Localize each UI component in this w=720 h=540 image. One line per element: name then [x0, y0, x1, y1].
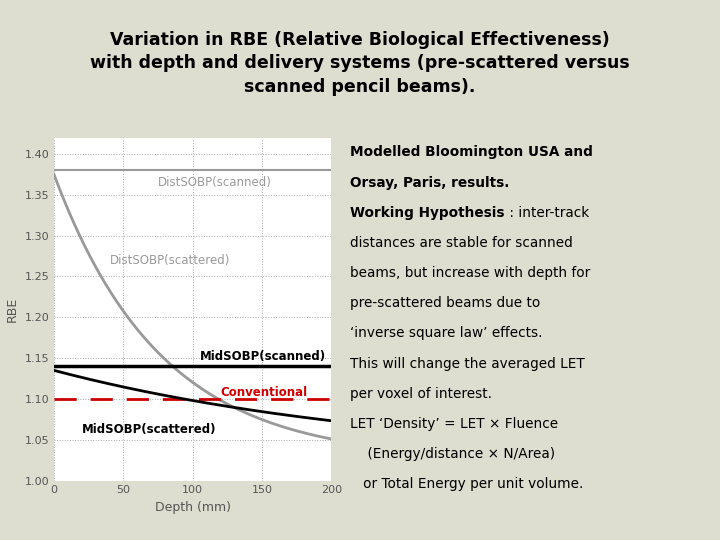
Text: per voxel of interest.: per voxel of interest.	[350, 387, 492, 401]
Text: Modelled Bloomington USA and: Modelled Bloomington USA and	[350, 145, 593, 159]
Text: distances are stable for scanned: distances are stable for scanned	[350, 236, 573, 250]
Text: Orsay, Paris, results.: Orsay, Paris, results.	[350, 176, 510, 190]
Text: MidSOBP(scanned): MidSOBP(scanned)	[199, 350, 325, 363]
Y-axis label: RBE: RBE	[6, 296, 19, 322]
Text: Working Hypothesis : inter-track: Working Hypothesis : inter-track	[350, 206, 571, 220]
X-axis label: Depth (mm): Depth (mm)	[155, 501, 230, 514]
Text: Working Hypothesis: Working Hypothesis	[350, 206, 505, 220]
Text: Conventional: Conventional	[220, 386, 307, 399]
Text: beams, but increase with depth for: beams, but increase with depth for	[350, 266, 590, 280]
Text: or Total Energy per unit volume.: or Total Energy per unit volume.	[350, 477, 584, 491]
Text: : inter-track: : inter-track	[505, 206, 589, 220]
Text: ‘inverse square law’ effects.: ‘inverse square law’ effects.	[350, 326, 543, 340]
Text: (Energy/distance × N/Area): (Energy/distance × N/Area)	[350, 447, 555, 461]
Text: Variation in RBE (Relative Biological Effectiveness)
with depth and delivery sys: Variation in RBE (Relative Biological Ef…	[90, 31, 630, 96]
Text: DistSOBP(scanned): DistSOBP(scanned)	[158, 176, 272, 189]
Text: DistSOBP(scattered): DistSOBP(scattered)	[109, 254, 230, 267]
Text: This will change the averaged LET: This will change the averaged LET	[350, 356, 585, 370]
Text: MidSOBP(scattered): MidSOBP(scattered)	[82, 423, 216, 436]
Text: LET ‘Density’ = LET × Fluence: LET ‘Density’ = LET × Fluence	[350, 417, 558, 431]
Text: pre-scattered beams due to: pre-scattered beams due to	[350, 296, 541, 310]
